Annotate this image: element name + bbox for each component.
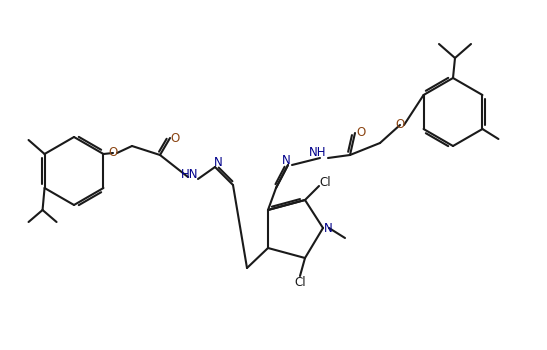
Text: NH: NH bbox=[309, 147, 327, 160]
Text: N: N bbox=[214, 155, 223, 168]
Text: O: O bbox=[357, 126, 365, 140]
Text: O: O bbox=[395, 119, 405, 132]
Text: HN: HN bbox=[181, 168, 199, 181]
Text: Cl: Cl bbox=[294, 276, 306, 289]
Text: N: N bbox=[282, 154, 290, 167]
Text: N: N bbox=[324, 222, 333, 235]
Text: Cl: Cl bbox=[319, 175, 331, 189]
Text: O: O bbox=[170, 132, 179, 145]
Text: O: O bbox=[108, 147, 118, 160]
